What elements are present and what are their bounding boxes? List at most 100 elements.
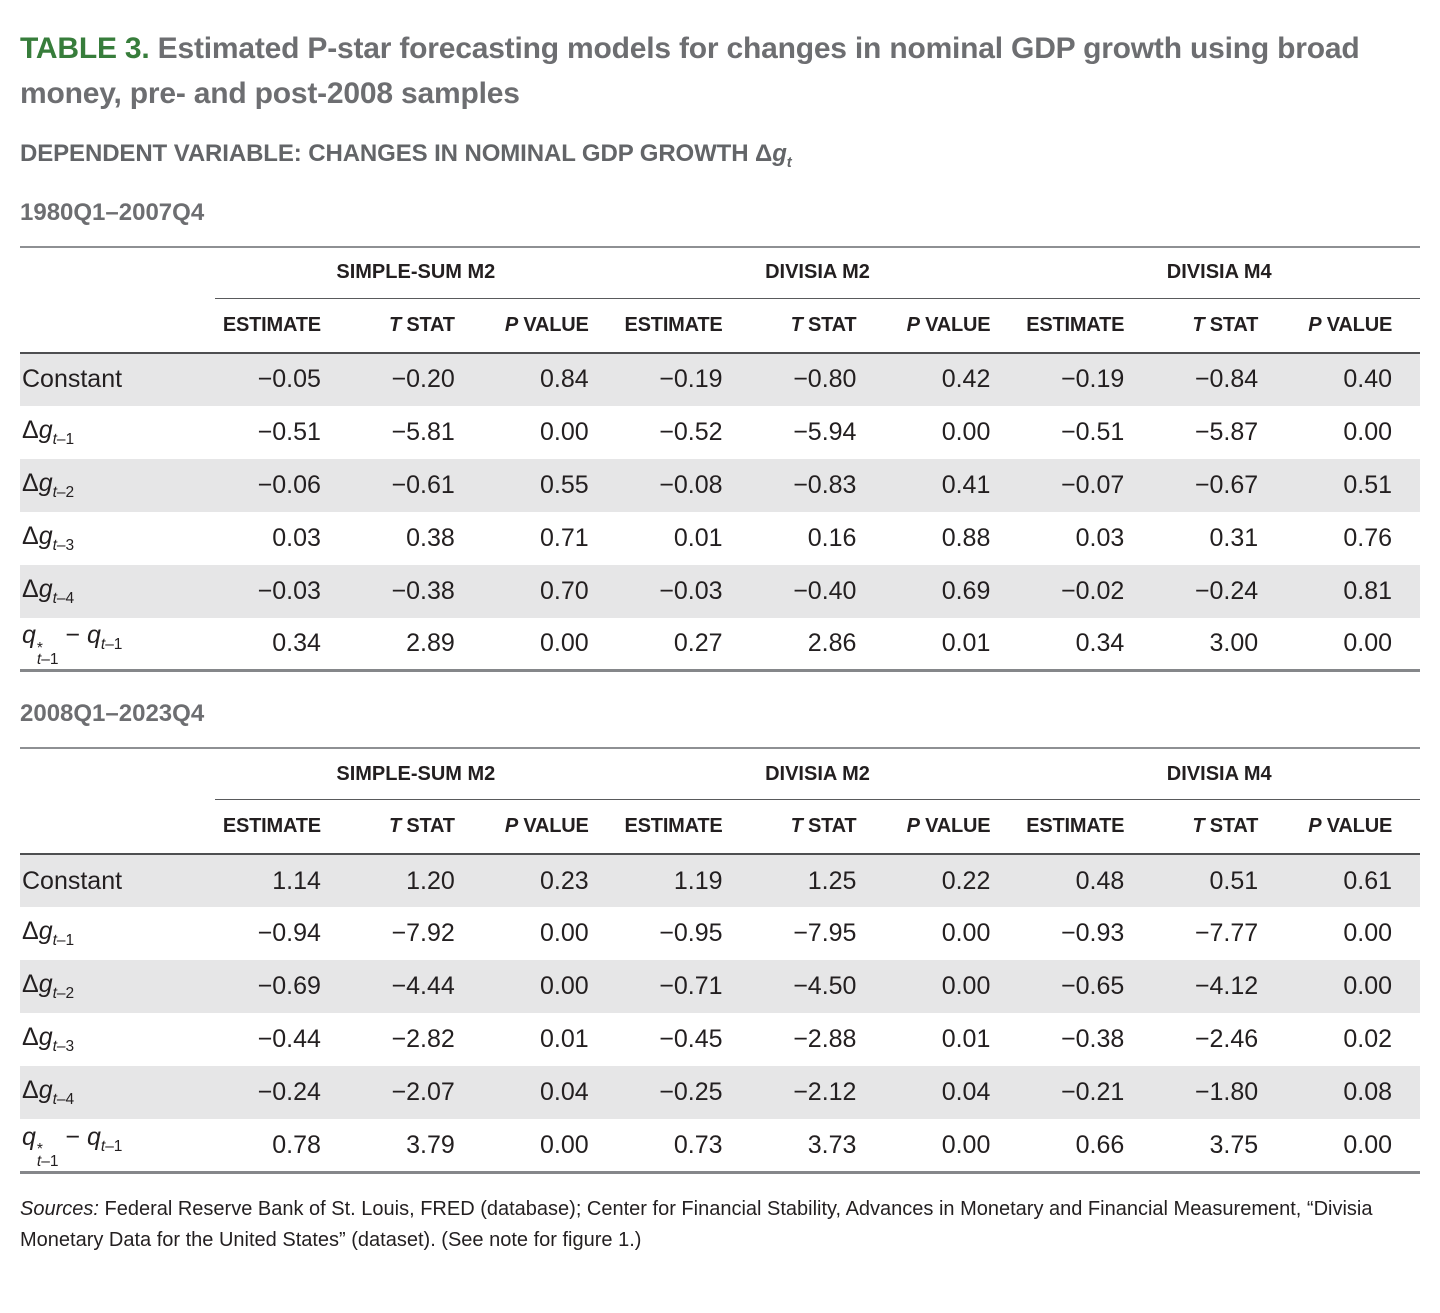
math-variable: t — [52, 536, 57, 554]
value-cell: −0.24 — [1194, 576, 1259, 605]
value-cell: 0.78 — [272, 1130, 321, 1159]
column-header-text: VALUE — [1321, 815, 1393, 838]
value-cell: −2.12 — [793, 1078, 857, 1107]
value-cell: 0.42 — [941, 365, 991, 394]
math-text: –3 — [56, 1038, 75, 1056]
stat-letter: T — [388, 313, 401, 336]
math-text: Δ — [22, 970, 39, 999]
sources-note: Sources: Federal Reserve Bank of St. Lou… — [20, 1194, 1420, 1256]
stat-letter: P — [504, 815, 519, 838]
column-header: ESTIMATE — [616, 298, 751, 354]
math-text: − — [58, 621, 87, 650]
value-cell: 0.16 — [807, 523, 857, 552]
column-header: P VALUE — [1286, 298, 1421, 354]
math-variable: q — [22, 621, 36, 650]
math-variable: t — [36, 1152, 42, 1170]
value-cell: 0.41 — [941, 470, 991, 499]
value-cell: −0.84 — [1194, 365, 1259, 394]
sources-text: Federal Reserve Bank of St. Louis, FRED … — [20, 1197, 1373, 1251]
value-cell: 0.00 — [540, 417, 589, 446]
dependent-variable-text: DEPENDENT VARIABLE: CHANGES IN NOMINAL G… — [20, 140, 756, 167]
table-row: Δgt–4 −0.24 −2.07 0.04 −0.25 −2.12 0.04 −0.21 −1… — [20, 1066, 1421, 1120]
math-text: Δ — [22, 1076, 39, 1105]
value-cell: −2.88 — [793, 1025, 857, 1054]
value-cell: −0.93 — [1061, 919, 1125, 948]
value-cell: 1.14 — [272, 866, 321, 895]
column-group-header: DIVISIA M2 — [616, 245, 1019, 299]
stat-letter: T — [790, 313, 803, 336]
table-row: q * t–1 − qt–1 0.78 3.79 0.00 0.73 3.73 0.00 0.66… — [20, 1119, 1420, 1172]
math-variable: q — [22, 1122, 36, 1151]
value-cell: −4.50 — [793, 972, 857, 1001]
stat-letter: T — [790, 815, 803, 838]
value-cell: −4.12 — [1194, 972, 1259, 1001]
column-header-text: VALUE — [1321, 313, 1393, 336]
math-text: –4 — [56, 1091, 75, 1109]
table-head: SIMPLE-SUM M2 DIVISIA M2 DIVISIA M4 ESTIMAT… — [20, 245, 1421, 354]
column-header-text: VALUE — [919, 815, 991, 838]
column-header-text: ESTIMATE — [1026, 313, 1125, 336]
value-cell: −0.67 — [1194, 470, 1259, 499]
value-cell: 0.00 — [1343, 1130, 1393, 1159]
value-cell: −0.24 — [257, 1078, 321, 1107]
value-cell: 0.04 — [941, 1078, 991, 1107]
value-cell: −4.44 — [391, 972, 455, 1001]
value-cell: −0.07 — [1061, 470, 1125, 499]
row-label: Constant — [20, 353, 215, 406]
math-variable: t — [52, 985, 57, 1003]
row-label: Δgt–4 — [20, 1066, 215, 1119]
value-cell: −0.38 — [391, 576, 455, 605]
value-cell: 0.51 — [1343, 470, 1393, 499]
value-cell: 0.55 — [540, 470, 589, 499]
results-table-2008q1-2023q4: SIMPLE-SUM M2 DIVISIA M2 DIVISIA M4 ESTIMAT… — [20, 747, 1421, 1174]
stat-letter: P — [1308, 815, 1322, 838]
value-cell: 3.79 — [406, 1130, 455, 1159]
column-header-text: ESTIMATE — [222, 815, 321, 838]
subscript: t–2 — [53, 985, 75, 1002]
value-cell: −0.38 — [1061, 1025, 1125, 1054]
column-header: P VALUE — [1286, 799, 1421, 856]
value-cell: −2.82 — [391, 1025, 455, 1054]
value-cell: −0.40 — [793, 576, 857, 605]
dependent-variable-symbol: Δgt — [755, 140, 792, 171]
superscript-star: * — [36, 1141, 43, 1159]
column-header-text: VALUE — [919, 313, 991, 336]
column-header: P VALUE — [482, 298, 617, 354]
math-text: –3 — [56, 536, 75, 554]
subscript: t–3 — [53, 537, 75, 554]
math-variable: g — [38, 917, 53, 946]
stat-letter: T — [388, 815, 401, 838]
column-header-text: ESTIMATE — [624, 815, 723, 838]
value-cell: 0.61 — [1343, 866, 1393, 895]
value-cell: 0.48 — [1075, 866, 1125, 895]
value-cell: −5.94 — [793, 417, 857, 446]
table-row: Constant 1.14 1.20 0.23 1.19 1.25 0.22 0.48 0.51… — [20, 854, 1421, 908]
value-cell: −5.81 — [391, 417, 455, 446]
column-header: T STAT — [348, 298, 483, 354]
math-variable: g — [38, 521, 53, 550]
value-cell: −0.65 — [1061, 972, 1125, 1001]
value-cell: 0.00 — [540, 972, 589, 1001]
column-group-header: SIMPLE-SUM M2 — [215, 245, 617, 299]
value-cell: −0.51 — [1061, 417, 1125, 446]
value-cell: 0.01 — [941, 629, 991, 658]
sup-sub-stack: * t–1 — [37, 641, 59, 668]
value-cell: −0.51 — [257, 417, 321, 446]
math-text: Δ — [22, 574, 39, 603]
value-cell: −2.46 — [1194, 1025, 1259, 1054]
subscript: t–4 — [53, 1091, 75, 1108]
math-text: − — [58, 1122, 87, 1151]
column-header: P VALUE — [884, 298, 1019, 354]
value-cell: 0.27 — [673, 629, 723, 658]
math-variable: q — [86, 1122, 101, 1151]
table-title-text: Estimated P-star forecasting models for … — [20, 32, 1360, 110]
value-cell: 1.19 — [673, 866, 723, 895]
table-row: Δgt–2 −0.06 −0.61 0.55 −0.08 −0.83 0.41 −0.07 −0… — [20, 458, 1421, 512]
value-cell: 0.00 — [1343, 417, 1393, 446]
value-cell: 0.01 — [941, 1025, 991, 1054]
column-header-text: STAT — [1204, 815, 1259, 838]
sample-period-label-pre2008: 1980Q1–2007Q4 — [20, 198, 205, 226]
column-header: P VALUE — [884, 799, 1019, 856]
value-cell: 0.02 — [1343, 1025, 1393, 1054]
value-cell: 0.04 — [540, 1078, 589, 1107]
